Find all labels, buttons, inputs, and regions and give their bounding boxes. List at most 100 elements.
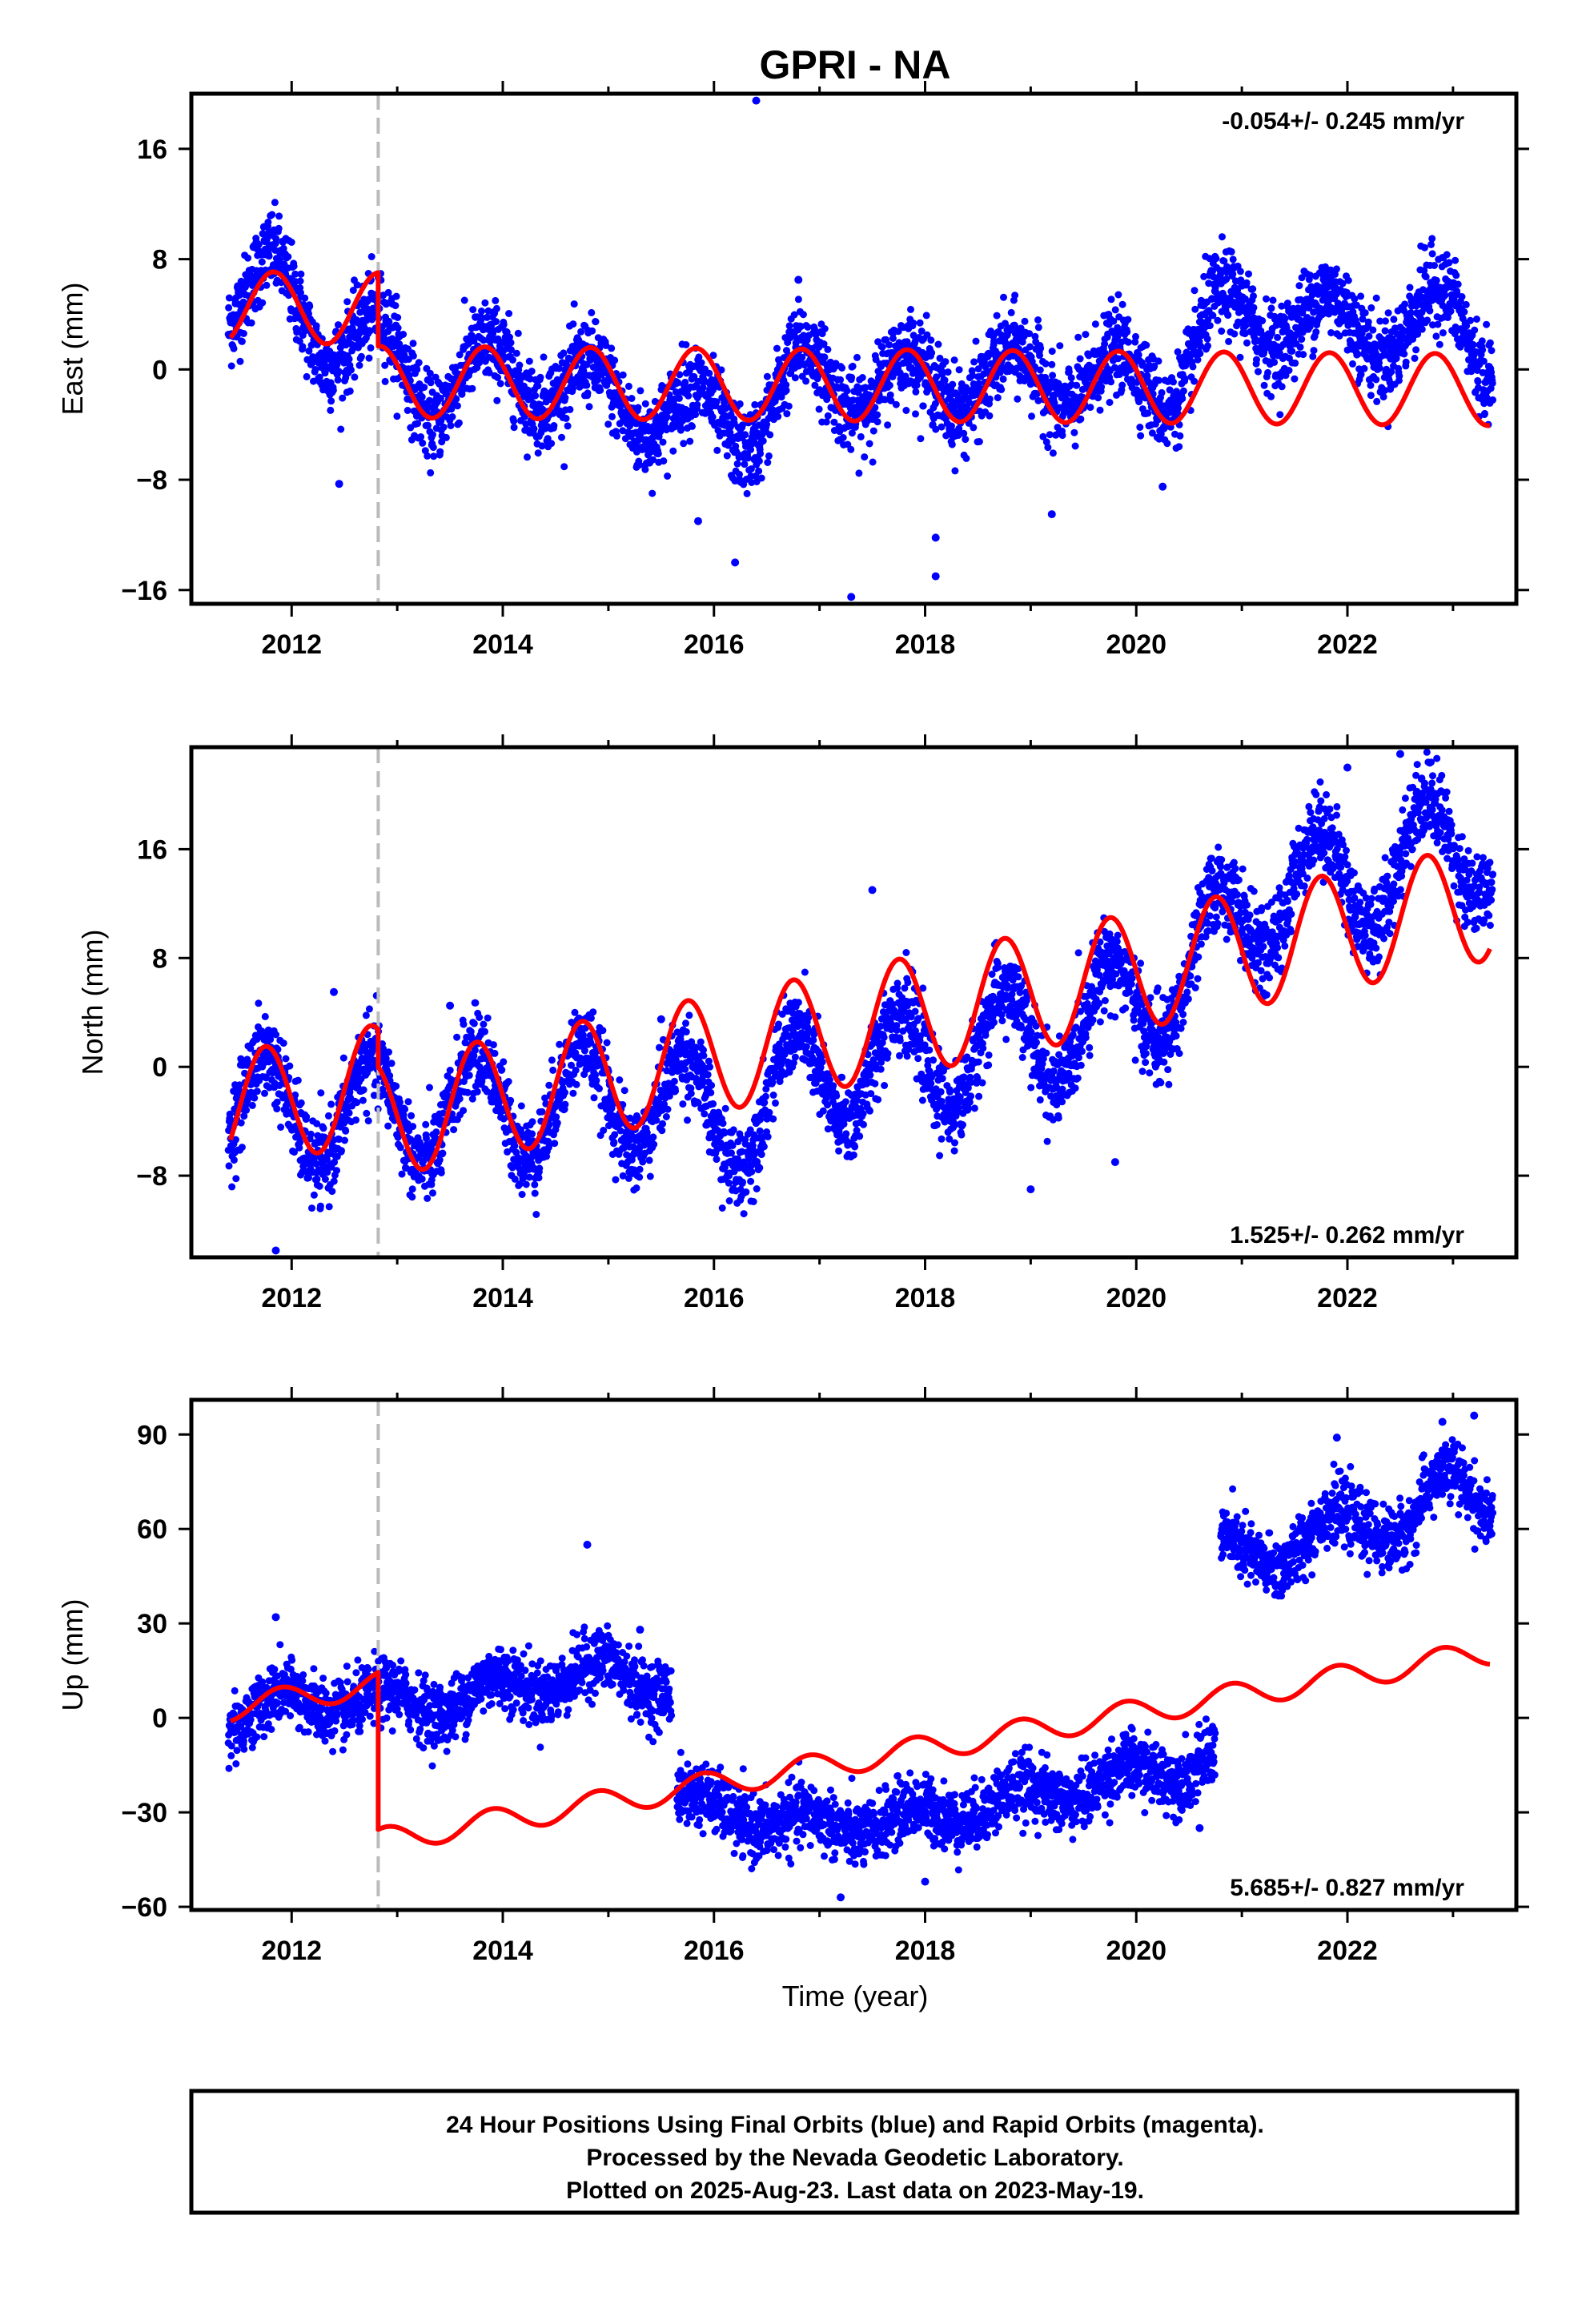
- data-point: [1486, 339, 1494, 347]
- data-point: [1048, 360, 1056, 368]
- data-point: [346, 387, 354, 395]
- data-point: [802, 377, 810, 385]
- data-point: [885, 341, 893, 349]
- data-point: [1310, 347, 1318, 355]
- data-point: [1209, 312, 1217, 320]
- data-point: [1124, 338, 1132, 346]
- data-point: [330, 1177, 338, 1185]
- data-point: [873, 418, 881, 426]
- data-point: [822, 418, 830, 426]
- data-point: [362, 1011, 370, 1019]
- data-point: [933, 373, 941, 381]
- data-point: [690, 372, 698, 380]
- data-point: [1016, 372, 1024, 380]
- data-point: [909, 332, 917, 340]
- data-point: [1048, 348, 1056, 356]
- data-point: [1096, 406, 1104, 414]
- data-point: [340, 359, 348, 367]
- data-point: [1367, 381, 1375, 389]
- data-point: [316, 1202, 324, 1210]
- data-point: [402, 1164, 410, 1172]
- data-point: [917, 328, 926, 335]
- data-point: [739, 421, 746, 429]
- data-point-outlier: [794, 275, 803, 284]
- data-point: [423, 1135, 430, 1142]
- data-point: [869, 458, 877, 466]
- data-point: [677, 425, 685, 433]
- data-point: [765, 452, 773, 460]
- data-point: [713, 446, 721, 454]
- data-point: [1445, 259, 1453, 267]
- data-point: [1352, 301, 1360, 309]
- data-point: [1154, 376, 1162, 384]
- data-point: [334, 376, 342, 384]
- data-point: [1118, 300, 1126, 308]
- data-point: [478, 308, 485, 315]
- data-point: [525, 357, 533, 365]
- data-point: [604, 420, 612, 428]
- data-point: [424, 421, 432, 429]
- data-point: [693, 400, 701, 408]
- data-point: [1036, 352, 1043, 360]
- data-point: [1204, 316, 1212, 324]
- data-point: [297, 270, 305, 278]
- data-point: [1426, 307, 1434, 315]
- data-point: [351, 373, 359, 381]
- data-point: [602, 341, 610, 349]
- data-point: [500, 1058, 508, 1066]
- data-point: [494, 373, 502, 381]
- data-point: [472, 999, 480, 1007]
- data-point: [243, 1106, 251, 1114]
- data-point: [296, 1139, 304, 1146]
- data-point: [1033, 390, 1041, 398]
- data-point: [938, 369, 946, 377]
- data-point: [420, 1157, 428, 1165]
- data-point: [335, 368, 343, 376]
- data-point: [659, 438, 667, 446]
- data-point: [230, 1156, 238, 1164]
- data-point: [1191, 305, 1199, 313]
- data-point: [830, 418, 838, 426]
- data-point: [597, 371, 605, 379]
- data-point: [517, 1102, 525, 1110]
- data-point: [335, 1136, 343, 1144]
- data-point: [1471, 326, 1479, 334]
- data-point: [733, 460, 741, 468]
- data-point: [1454, 280, 1462, 288]
- data-point: [226, 1110, 234, 1118]
- data-point: [534, 382, 542, 390]
- data-point: [379, 1045, 387, 1053]
- data-point: [1473, 316, 1480, 323]
- data-point: [777, 393, 785, 401]
- data-point: [592, 318, 600, 326]
- data-point: [456, 351, 464, 359]
- data-point: [1264, 368, 1271, 376]
- data-point: [1291, 375, 1299, 383]
- data-point: [394, 314, 402, 321]
- data-point: [1241, 330, 1249, 338]
- data-point: [699, 384, 707, 392]
- data-point: [928, 349, 936, 357]
- data-point: [313, 1175, 321, 1183]
- data-point: [514, 329, 522, 337]
- data-point: [674, 379, 682, 387]
- data-point: [912, 388, 920, 396]
- data-point: [785, 402, 793, 410]
- data-point: [232, 1175, 240, 1183]
- data-point: [1483, 320, 1491, 328]
- data-point: [311, 366, 319, 373]
- data-point: [922, 312, 930, 320]
- data-point: [1357, 371, 1365, 379]
- data-point: [1383, 342, 1391, 350]
- data-point: [923, 331, 931, 339]
- data-point: [1372, 294, 1380, 302]
- data-point: [1116, 371, 1123, 378]
- data-point: [1158, 388, 1166, 396]
- data-point: [1267, 392, 1275, 400]
- data-point: [669, 447, 677, 455]
- data-point: [273, 1098, 281, 1106]
- data-point: [686, 437, 694, 445]
- data-point: [1124, 316, 1132, 324]
- data-point: [305, 1174, 312, 1182]
- data-point: [538, 442, 546, 450]
